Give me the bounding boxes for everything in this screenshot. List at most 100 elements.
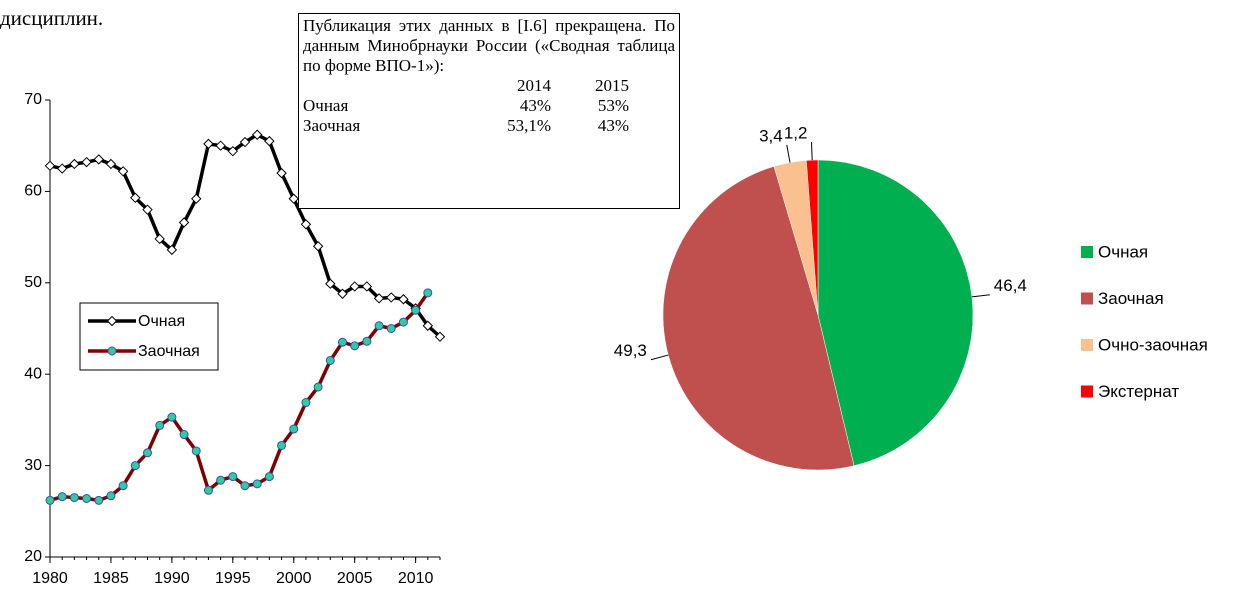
point: [118, 481, 128, 491]
point: [94, 495, 104, 505]
point: [423, 288, 433, 298]
point: [142, 204, 153, 215]
point: [300, 219, 312, 230]
point: [337, 288, 348, 299]
point: [191, 446, 201, 456]
leader-line: [650, 354, 669, 361]
x-tick-label: 1980: [32, 570, 68, 587]
point: [82, 494, 92, 504]
point: [81, 156, 92, 168]
point: [69, 158, 80, 170]
point: [264, 472, 274, 482]
x-tick-label: 2010: [398, 570, 434, 587]
pie-slice: [662, 166, 855, 471]
point: [240, 481, 250, 491]
note-cell: Очная: [303, 96, 349, 115]
point: [251, 129, 263, 140]
point: [288, 193, 299, 204]
point: [289, 424, 299, 434]
legend-label: Заочная: [138, 343, 200, 360]
point: [228, 472, 238, 482]
point: [398, 294, 409, 305]
point: [301, 398, 311, 408]
legend-marker: [106, 315, 118, 327]
point: [277, 440, 287, 450]
point: [216, 475, 226, 485]
data-label: 49,3: [614, 341, 647, 360]
point: [143, 448, 152, 458]
point: [166, 244, 178, 256]
legend-label: Очная: [1098, 242, 1148, 261]
note-cell: 53%: [597, 96, 629, 115]
data-label: 1,2: [784, 124, 808, 143]
note-cell: 53,1%: [507, 116, 551, 135]
point: [130, 461, 140, 471]
point: [313, 382, 323, 392]
point: [276, 167, 287, 179]
leader-line: [810, 142, 813, 161]
legend-label: Очная: [138, 313, 185, 330]
point: [349, 281, 360, 292]
point: [386, 292, 397, 303]
note-header: 2015: [595, 76, 629, 95]
legend-box: [79, 302, 219, 371]
point: [191, 193, 202, 204]
point: [252, 479, 262, 489]
x-tick-label: 2005: [337, 570, 373, 587]
leader-line: [786, 144, 791, 163]
legend-swatch: [1081, 385, 1093, 398]
y-tick-label: 40: [24, 365, 42, 382]
note-table: 2014 2015 Очная 43% 53% Заочная 53,1% 43%: [303, 76, 629, 136]
legend-swatch: [1081, 246, 1093, 258]
point: [422, 320, 434, 331]
point: [154, 233, 165, 245]
y-tick-label: 70: [24, 91, 42, 108]
x-tick-label: 1985: [93, 570, 129, 587]
point: [117, 166, 129, 177]
point: [57, 492, 67, 502]
legend-swatch: [1081, 339, 1093, 351]
point: [411, 305, 421, 315]
y-tick-label: 50: [24, 274, 42, 291]
note-cell: 43%: [519, 96, 551, 115]
point: [398, 317, 408, 327]
x-tick-label: 2000: [276, 570, 312, 587]
point: [203, 138, 214, 150]
leader-line: [971, 294, 990, 298]
point: [350, 341, 360, 351]
legend-label: Очно-заочная: [1098, 335, 1208, 354]
note-cell: Заочная: [303, 116, 361, 135]
point: [264, 135, 275, 147]
note-cell: 43%: [597, 116, 629, 135]
point: [361, 281, 373, 292]
point: [312, 241, 324, 252]
point: [325, 355, 335, 365]
point: [44, 160, 56, 172]
note-box: Публикация этих данных в [I.6] прекращен…: [298, 13, 680, 209]
point: [105, 158, 117, 170]
point: [362, 336, 372, 346]
point: [178, 217, 190, 228]
y-tick-label: 30: [24, 457, 42, 474]
text-fragment: дисциплин.: [0, 6, 104, 30]
point: [373, 293, 385, 304]
data-label: 46,4: [994, 276, 1027, 295]
point: [203, 485, 213, 495]
point: [167, 412, 177, 422]
point: [155, 420, 165, 430]
point: [69, 493, 79, 503]
y-tick-label: 60: [24, 183, 42, 200]
data-label: 3,4: [759, 126, 783, 145]
y-tick-label: 20: [24, 548, 42, 565]
point: [45, 495, 55, 505]
point: [93, 154, 104, 165]
x-tick-label: 1995: [215, 570, 251, 587]
note-header: 2014: [517, 76, 551, 95]
point: [325, 278, 336, 289]
pie-slice: [806, 159, 819, 316]
point: [130, 192, 141, 204]
x-tick-label: 1990: [154, 570, 190, 587]
legend-label: Заочная: [1098, 289, 1164, 308]
